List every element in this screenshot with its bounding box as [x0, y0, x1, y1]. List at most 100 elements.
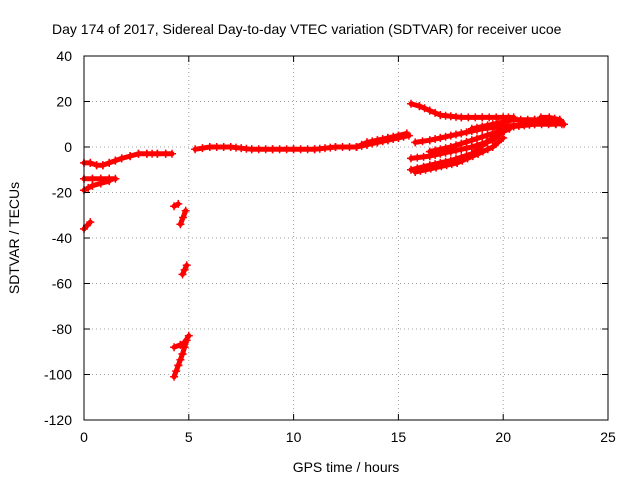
data-point	[153, 149, 162, 158]
data-point	[431, 108, 440, 117]
data-point	[181, 206, 190, 215]
data-point	[467, 143, 476, 151]
series-track-k	[352, 129, 411, 151]
data-point	[509, 115, 518, 124]
data-point	[357, 140, 366, 149]
data-point	[178, 270, 187, 279]
series-track-i	[170, 336, 191, 381]
data-point	[111, 156, 120, 165]
y-tick-label: -60	[52, 276, 72, 292]
data-point	[268, 145, 277, 154]
series-track-q	[411, 133, 508, 176]
data-point	[303, 145, 312, 154]
x-axis-label: GPS time / hours	[293, 459, 400, 475]
data-point	[462, 128, 471, 137]
data-point	[446, 131, 455, 140]
data-point	[499, 133, 508, 142]
data-point	[383, 133, 392, 142]
data-point	[86, 218, 95, 227]
x-tick-label: 5	[185, 429, 193, 445]
data-point	[485, 113, 494, 122]
data-point	[486, 135, 495, 144]
data-point	[478, 122, 487, 131]
chart-title: Day 174 of 2017, Sidereal Day-to-day VTE…	[52, 21, 562, 37]
series-layer	[80, 99, 568, 381]
data-point	[170, 202, 179, 211]
y-tick-label: -40	[52, 230, 72, 246]
data-point	[471, 113, 480, 122]
data-point	[482, 138, 491, 147]
data-point	[105, 177, 114, 186]
data-point	[551, 118, 560, 126]
data-point	[105, 158, 114, 167]
data-point	[477, 142, 486, 151]
data-point	[488, 143, 497, 151]
data-point	[505, 124, 514, 133]
data-point	[411, 168, 420, 176]
data-point	[483, 131, 492, 140]
data-point	[467, 136, 476, 145]
data-point	[415, 102, 424, 111]
y-axis-label: SDTVAR / TECUs	[6, 182, 22, 294]
x-tick-label: 20	[495, 429, 511, 445]
data-point	[483, 145, 492, 154]
data-point	[254, 145, 263, 154]
data-point	[182, 261, 191, 270]
data-point	[282, 145, 291, 154]
data-point	[170, 343, 179, 352]
data-point	[473, 123, 481, 132]
data-point	[500, 127, 509, 136]
data-point	[499, 118, 508, 126]
data-point	[378, 135, 387, 143]
data-point	[418, 137, 427, 146]
x-tick-label: 25	[600, 429, 616, 445]
data-point	[219, 143, 228, 151]
y-tick-label: -80	[52, 321, 72, 337]
data-point	[168, 149, 176, 158]
data-point	[172, 367, 181, 376]
data-point	[457, 145, 466, 154]
data-point	[431, 151, 440, 159]
series-track-f	[176, 206, 190, 229]
data-point	[436, 149, 445, 158]
data-point	[407, 165, 415, 174]
data-point	[504, 116, 513, 125]
data-point	[446, 147, 455, 156]
data-point	[419, 152, 428, 161]
data-point	[134, 149, 143, 158]
data-point	[275, 145, 284, 154]
data-point	[111, 174, 120, 183]
data-point	[174, 199, 183, 208]
data-point	[463, 154, 472, 163]
data-point	[331, 143, 340, 151]
data-point	[296, 145, 305, 154]
data-point	[488, 120, 497, 129]
data-point	[205, 143, 214, 151]
data-point	[462, 144, 471, 153]
data-point	[88, 174, 97, 183]
data-point	[289, 145, 298, 154]
data-point	[352, 143, 361, 151]
data-point	[425, 106, 434, 115]
data-point	[478, 147, 487, 156]
data-point	[407, 154, 415, 163]
data-point	[441, 132, 450, 141]
data-point	[452, 146, 460, 155]
data-point	[338, 143, 347, 151]
series-track-g	[178, 261, 191, 279]
data-point	[452, 130, 460, 139]
data-point	[494, 119, 502, 128]
data-point	[473, 134, 481, 143]
data-point	[494, 138, 502, 147]
data-point	[86, 158, 95, 167]
data-point	[247, 145, 256, 154]
data-point	[442, 161, 451, 170]
data-point	[516, 115, 525, 124]
data-point	[474, 149, 482, 158]
data-point	[426, 164, 435, 173]
data-point	[467, 124, 476, 133]
data-point	[464, 113, 473, 122]
data-point	[441, 148, 450, 157]
